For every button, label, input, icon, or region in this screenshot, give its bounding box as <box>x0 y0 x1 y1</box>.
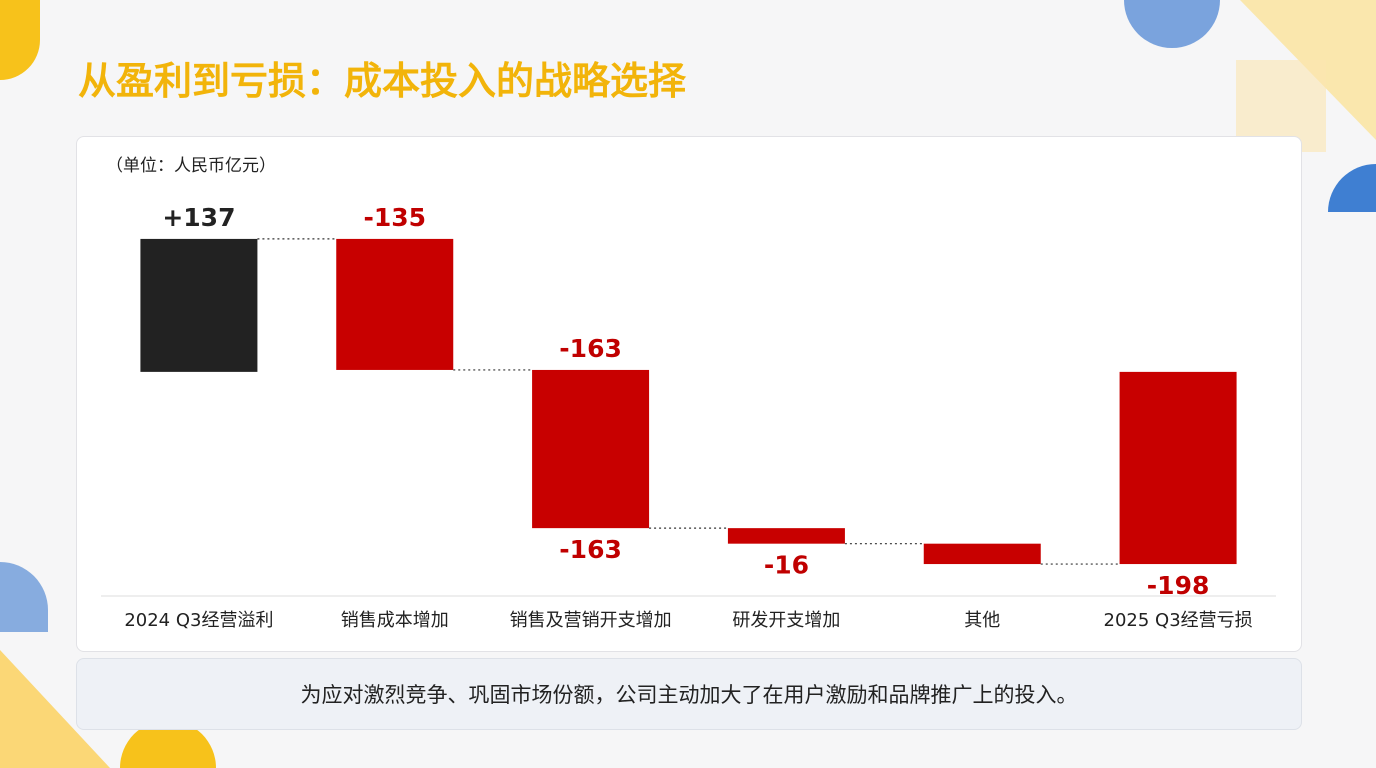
x-tick-label: 销售成本增加 <box>341 610 449 631</box>
value-label: -135 <box>363 203 426 232</box>
bar <box>727 528 845 544</box>
title: 从盈利到亏损：成本投入的战略选择 <box>78 59 687 103</box>
bar <box>1119 371 1237 565</box>
value-label: -198 <box>1147 571 1210 600</box>
x-tick-label: 2024 Q3经营溢利 <box>124 610 273 631</box>
chart: （单位：人民币亿元） 2024 Q3经营溢利 +137 销售成本增加 -135 销售及营… <box>101 156 1276 631</box>
chart-panel <box>76 136 1302 652</box>
value-label: +137 <box>162 203 235 232</box>
bar <box>336 238 454 370</box>
footnote: 为应对激烈竞争、巩固市场份额，公司主动加大了在用户激励和品牌推广上的投入。 <box>76 658 1302 730</box>
bar <box>923 543 1041 565</box>
value-label: -163 <box>559 334 622 363</box>
x-tick-label: 其他 <box>964 610 1000 631</box>
unit-label: （单位：人民币亿元） <box>106 156 276 176</box>
x-tick-label: 研发开支增加 <box>732 610 840 631</box>
bar <box>532 369 650 529</box>
x-tick-label: 销售及营销开支增加 <box>510 610 672 631</box>
value-label: -16 <box>764 551 809 580</box>
value-label: -163 <box>559 535 622 564</box>
x-tick-label: 2025 Q3经营亏损 <box>1104 610 1253 631</box>
bar <box>140 238 258 372</box>
